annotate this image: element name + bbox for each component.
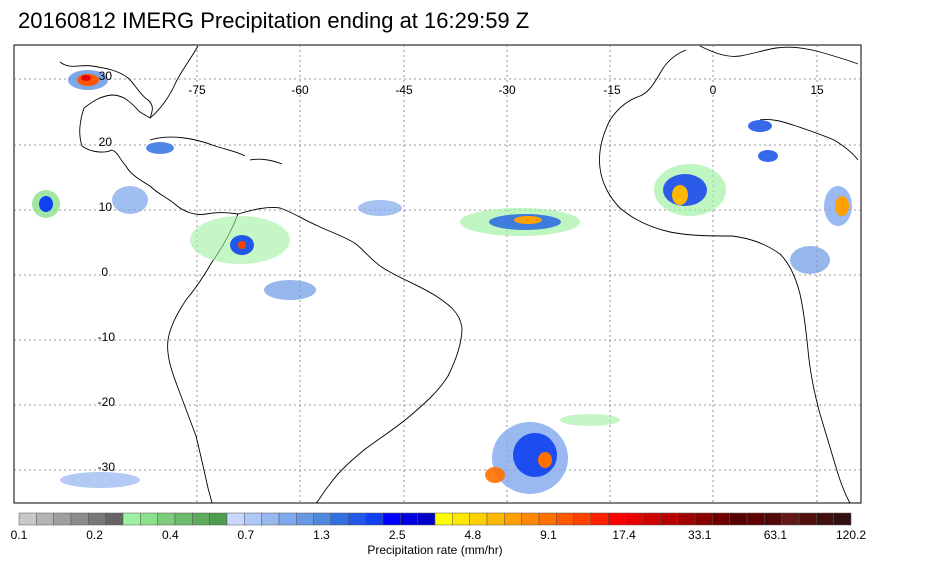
colorbar-swatch	[105, 512, 124, 526]
colorbar-ticks: 0.1 0.2 0.4 0.7 1.3 2.5 4.8 9.1 17.4 33.1 63.1 120.…	[11, 528, 867, 542]
longitude-labels: -75 -60 -45 -30 -15 0 15	[188, 83, 824, 97]
colorbar-tick-label: 4.8	[464, 528, 481, 542]
colorbar-swatch	[608, 512, 626, 526]
lat-label: 10	[99, 200, 113, 214]
colorbar	[18, 512, 852, 526]
colorbar-swatch	[53, 512, 72, 526]
colorbar-tick-label: 0.7	[238, 528, 255, 542]
lon-label: -60	[291, 83, 309, 97]
lat-label: -30	[98, 460, 116, 474]
colorbar-swatch	[521, 512, 540, 526]
colorbar-swatch	[798, 512, 817, 526]
lat-label: 20	[99, 135, 113, 149]
lat-label: -10	[98, 330, 116, 344]
map-title: 20160812 IMERG Precipitation ending at 1…	[18, 8, 530, 33]
colorbar-tick-label: 120.2	[836, 528, 866, 542]
colorbar-tick-label: 63.1	[764, 528, 788, 542]
colorbar-swatch	[833, 512, 852, 526]
colorbar-swatch	[400, 512, 418, 526]
colorbar-swatch	[365, 512, 384, 526]
colorbar-swatch	[278, 512, 297, 526]
colorbar-swatch	[244, 512, 262, 526]
colorbar-swatch	[36, 512, 54, 526]
colorbar-swatch	[18, 512, 37, 526]
colorbar-tick-label: 33.1	[688, 528, 712, 542]
colorbar-swatch	[486, 512, 505, 526]
lon-label: 0	[710, 83, 717, 97]
colorbar-tick-label: 2.5	[389, 528, 406, 542]
colorbar-swatch	[660, 512, 678, 526]
latitude-labels: 30 20 10 0 -10 -20 -30	[98, 69, 116, 474]
colorbar-tick-label: 9.1	[540, 528, 557, 542]
colorbar-swatch	[504, 512, 522, 526]
map-frame	[13, 44, 862, 504]
colorbar-swatch	[209, 512, 228, 526]
colorbar-tick-label: 0.2	[86, 528, 103, 542]
lat-label: 30	[99, 69, 113, 83]
colorbar-swatch	[330, 512, 349, 526]
colorbar-swatch	[556, 512, 574, 526]
colorbar-swatch	[452, 512, 470, 526]
colorbar-swatch	[729, 512, 748, 526]
colorbar-swatch	[348, 512, 366, 526]
lat-label: -20	[98, 395, 116, 409]
colorbar-tick-label: 1.3	[313, 528, 330, 542]
colorbar-swatch	[573, 512, 592, 526]
lat-label: 0	[101, 265, 108, 279]
colorbar-swatch	[816, 512, 834, 526]
colorbar-swatch	[764, 512, 782, 526]
colorbar-swatch	[122, 512, 141, 526]
colorbar-swatch	[140, 512, 158, 526]
colorbar-tick-label: 17.4	[612, 528, 636, 542]
colorbar-swatch	[174, 512, 193, 526]
colorbar-swatch	[712, 512, 730, 526]
lon-label: -45	[395, 83, 413, 97]
colorbar-tick-label: 0.4	[162, 528, 179, 542]
colorbar-swatch	[434, 512, 453, 526]
lon-label: 15	[810, 83, 824, 97]
colorbar-swatch	[88, 512, 106, 526]
colorbar-swatch	[70, 512, 89, 526]
colorbar-swatch	[157, 512, 176, 526]
colorbar-swatch	[538, 512, 557, 526]
colorbar-swatch	[382, 512, 401, 526]
colorbar-swatch	[677, 512, 696, 526]
lon-label: -75	[188, 83, 206, 97]
colorbar-swatch	[746, 512, 765, 526]
colorbar-swatch	[296, 512, 314, 526]
colorbar-swatch	[642, 512, 661, 526]
colorbar-swatch	[226, 512, 245, 526]
colorbar-swatch	[694, 512, 713, 526]
colorbar-swatch	[192, 512, 210, 526]
colorbar-swatch	[469, 512, 488, 526]
colorbar-swatch	[417, 512, 436, 526]
colorbar-swatch	[313, 512, 332, 526]
colorbar-swatch	[590, 512, 609, 526]
lon-label: -15	[603, 83, 621, 97]
coastlines	[59, 45, 859, 504]
colorbar-swatch	[625, 512, 644, 526]
lon-label: -30	[498, 83, 516, 97]
colorbar-swatch	[781, 512, 800, 526]
colorbar-tick-label: 0.1	[11, 528, 28, 542]
colorbar-label: Precipitation rate (mm/hr)	[367, 543, 503, 557]
colorbar-swatch	[261, 512, 280, 526]
precipitation-field	[32, 70, 852, 494]
